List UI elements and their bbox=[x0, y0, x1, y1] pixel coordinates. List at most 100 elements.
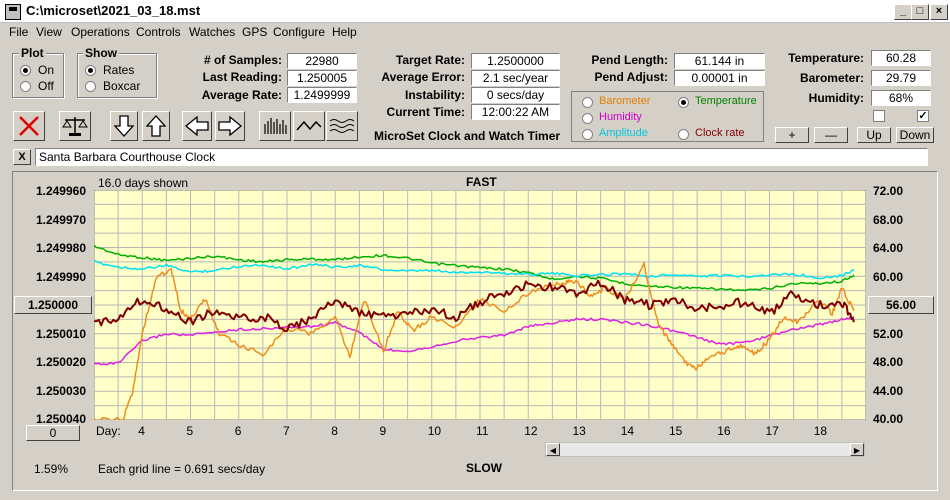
menu-help[interactable]: Help bbox=[332, 25, 357, 39]
balance-button[interactable] bbox=[59, 111, 91, 141]
overlay-amplitude-label: Amplitude bbox=[599, 127, 648, 139]
menu-file[interactable]: File bbox=[9, 25, 29, 39]
scroll-left-arrow[interactable]: ◀ bbox=[546, 443, 560, 456]
bar-graph-icon bbox=[264, 118, 287, 134]
temperature-value: 60.28 bbox=[871, 50, 931, 66]
plot-on-radio[interactable] bbox=[20, 65, 31, 76]
center-rate-button[interactable]: 1.250000 bbox=[14, 296, 92, 314]
triangle-right-icon: ▶ bbox=[853, 446, 861, 455]
y-right-tick-1: 68.00 bbox=[873, 213, 904, 227]
overlay-clockrate-label: Clock rate bbox=[695, 127, 745, 139]
overlay-temperature-radio[interactable] bbox=[678, 97, 689, 108]
overlay-humidity-radio[interactable] bbox=[582, 113, 593, 124]
x-tick-11: 11 bbox=[476, 424, 489, 438]
maximize-button[interactable]: □ bbox=[911, 4, 929, 20]
scroll-right-button[interactable] bbox=[215, 111, 245, 141]
note-field[interactable]: Santa Barbara Courthouse Clock bbox=[35, 148, 928, 166]
samples-value: 22980 bbox=[287, 53, 357, 69]
overlay-humidity-label: Humidity bbox=[599, 111, 642, 123]
average-rate-label: Average Rate: bbox=[201, 88, 282, 102]
overlay-barometer-radio[interactable] bbox=[582, 97, 593, 108]
down-button[interactable]: Down bbox=[896, 127, 934, 143]
temperature-center-button[interactable]: 56.00 bbox=[868, 296, 934, 314]
show-rates-radio[interactable] bbox=[85, 65, 96, 76]
menu-view[interactable]: View bbox=[36, 25, 62, 39]
y-left-tick-0: 1.249960 bbox=[35, 184, 86, 198]
y-right-tick-0: 72.00 bbox=[873, 184, 904, 198]
x-tick-14: 14 bbox=[620, 424, 635, 438]
grid-note: Each grid line = 0.691 secs/day bbox=[98, 462, 266, 476]
note-close-button[interactable]: X bbox=[13, 149, 31, 165]
x-tick-8: 8 bbox=[331, 424, 338, 438]
menu-configure[interactable]: Configure bbox=[273, 25, 326, 39]
plot-on-label: On bbox=[38, 63, 55, 77]
minimize-button[interactable]: _ bbox=[894, 4, 912, 20]
right-checkbox[interactable]: ✓ bbox=[917, 110, 929, 122]
x-tick-16: 16 bbox=[717, 424, 731, 438]
humidity-value: 68% bbox=[871, 90, 931, 106]
y-right-tick-5: 52.00 bbox=[873, 327, 904, 341]
chart-frame bbox=[12, 171, 938, 491]
plot-group-title: Plot bbox=[19, 46, 46, 60]
barometer-label: Barometer: bbox=[799, 71, 864, 85]
menu-gps[interactable]: GPS bbox=[242, 25, 268, 39]
y-right-tick-8: 40.00 bbox=[873, 412, 904, 426]
current-time-label: Current Time: bbox=[386, 105, 465, 119]
rate-chart bbox=[94, 190, 866, 420]
y-left-tick-3: 1.249990 bbox=[35, 270, 86, 284]
show-boxcar-radio[interactable] bbox=[85, 81, 96, 92]
instability-label: Instability: bbox=[404, 88, 465, 102]
y-right-tick-3: 60.00 bbox=[873, 270, 904, 284]
day-axis-label: Day: bbox=[96, 424, 121, 438]
average-error-value: 2.1 sec/year bbox=[471, 70, 560, 86]
close-icon: × bbox=[935, 5, 943, 17]
series-barometer bbox=[94, 261, 855, 420]
humidity-label: Humidity: bbox=[808, 91, 864, 105]
scroll-up-button[interactable] bbox=[142, 111, 170, 141]
left-checkbox[interactable] bbox=[873, 110, 885, 122]
y-left-tick-6: 1.250020 bbox=[35, 355, 86, 369]
overlay-amplitude-radio[interactable] bbox=[582, 129, 593, 140]
minimize-icon: _ bbox=[899, 5, 907, 17]
series-temperature bbox=[94, 244, 855, 292]
scroll-down-button[interactable] bbox=[110, 111, 138, 141]
current-time-value: 12:00:22 AM bbox=[471, 104, 560, 120]
scroll-left-button[interactable] bbox=[182, 111, 212, 141]
close-note-icon: X bbox=[18, 151, 26, 163]
overlay-clockrate-radio[interactable] bbox=[678, 129, 689, 140]
series-amplitude bbox=[94, 259, 855, 280]
menu-controls[interactable]: Controls bbox=[136, 25, 181, 39]
scroll-right-arrow[interactable]: ▶ bbox=[850, 443, 864, 456]
show-rates-label: Rates bbox=[103, 63, 135, 77]
plot-off-radio[interactable] bbox=[20, 81, 31, 92]
temperature-label: Temperature: bbox=[788, 51, 864, 65]
horizontal-scrollbar[interactable]: ◀ ▶ bbox=[545, 442, 865, 457]
menu-bar: File View Operations Controls Watches GP… bbox=[0, 23, 950, 41]
up-button[interactable]: Up bbox=[857, 127, 891, 143]
pend-length-value: 61.144 in bbox=[674, 53, 765, 69]
minus-button[interactable]: — bbox=[814, 127, 848, 143]
average-rate-value: 1.2499999 bbox=[287, 87, 357, 103]
menu-operations[interactable]: Operations bbox=[71, 25, 130, 39]
close-button[interactable]: × bbox=[930, 4, 948, 20]
balance-scale-icon bbox=[62, 117, 88, 136]
menu-watches[interactable]: Watches bbox=[189, 25, 236, 39]
delete-button[interactable] bbox=[13, 111, 45, 141]
histogram-button[interactable] bbox=[259, 111, 291, 141]
barometer-value: 29.79 bbox=[871, 70, 931, 86]
wave-button[interactable] bbox=[293, 111, 325, 141]
slow-label: SLOW bbox=[466, 461, 502, 475]
pend-adjust-value: 0.00001 in bbox=[674, 70, 765, 86]
multi-wave-button[interactable] bbox=[326, 111, 358, 141]
x-tick-5: 5 bbox=[186, 424, 194, 438]
y-right-tick-6: 48.00 bbox=[873, 355, 904, 369]
x-tick-10: 10 bbox=[427, 424, 442, 438]
y-right-tick-7: 44.00 bbox=[873, 384, 904, 398]
y-right-tick-2: 64.00 bbox=[873, 241, 904, 255]
y-left-tick-5: 1.250010 bbox=[35, 327, 86, 341]
fast-label: FAST bbox=[466, 175, 497, 189]
last-reading-value: 1.250005 bbox=[287, 70, 357, 86]
zero-button[interactable]: 0 bbox=[26, 425, 80, 441]
plus-button[interactable]: + bbox=[775, 127, 809, 143]
app-icon[interactable] bbox=[5, 4, 21, 20]
